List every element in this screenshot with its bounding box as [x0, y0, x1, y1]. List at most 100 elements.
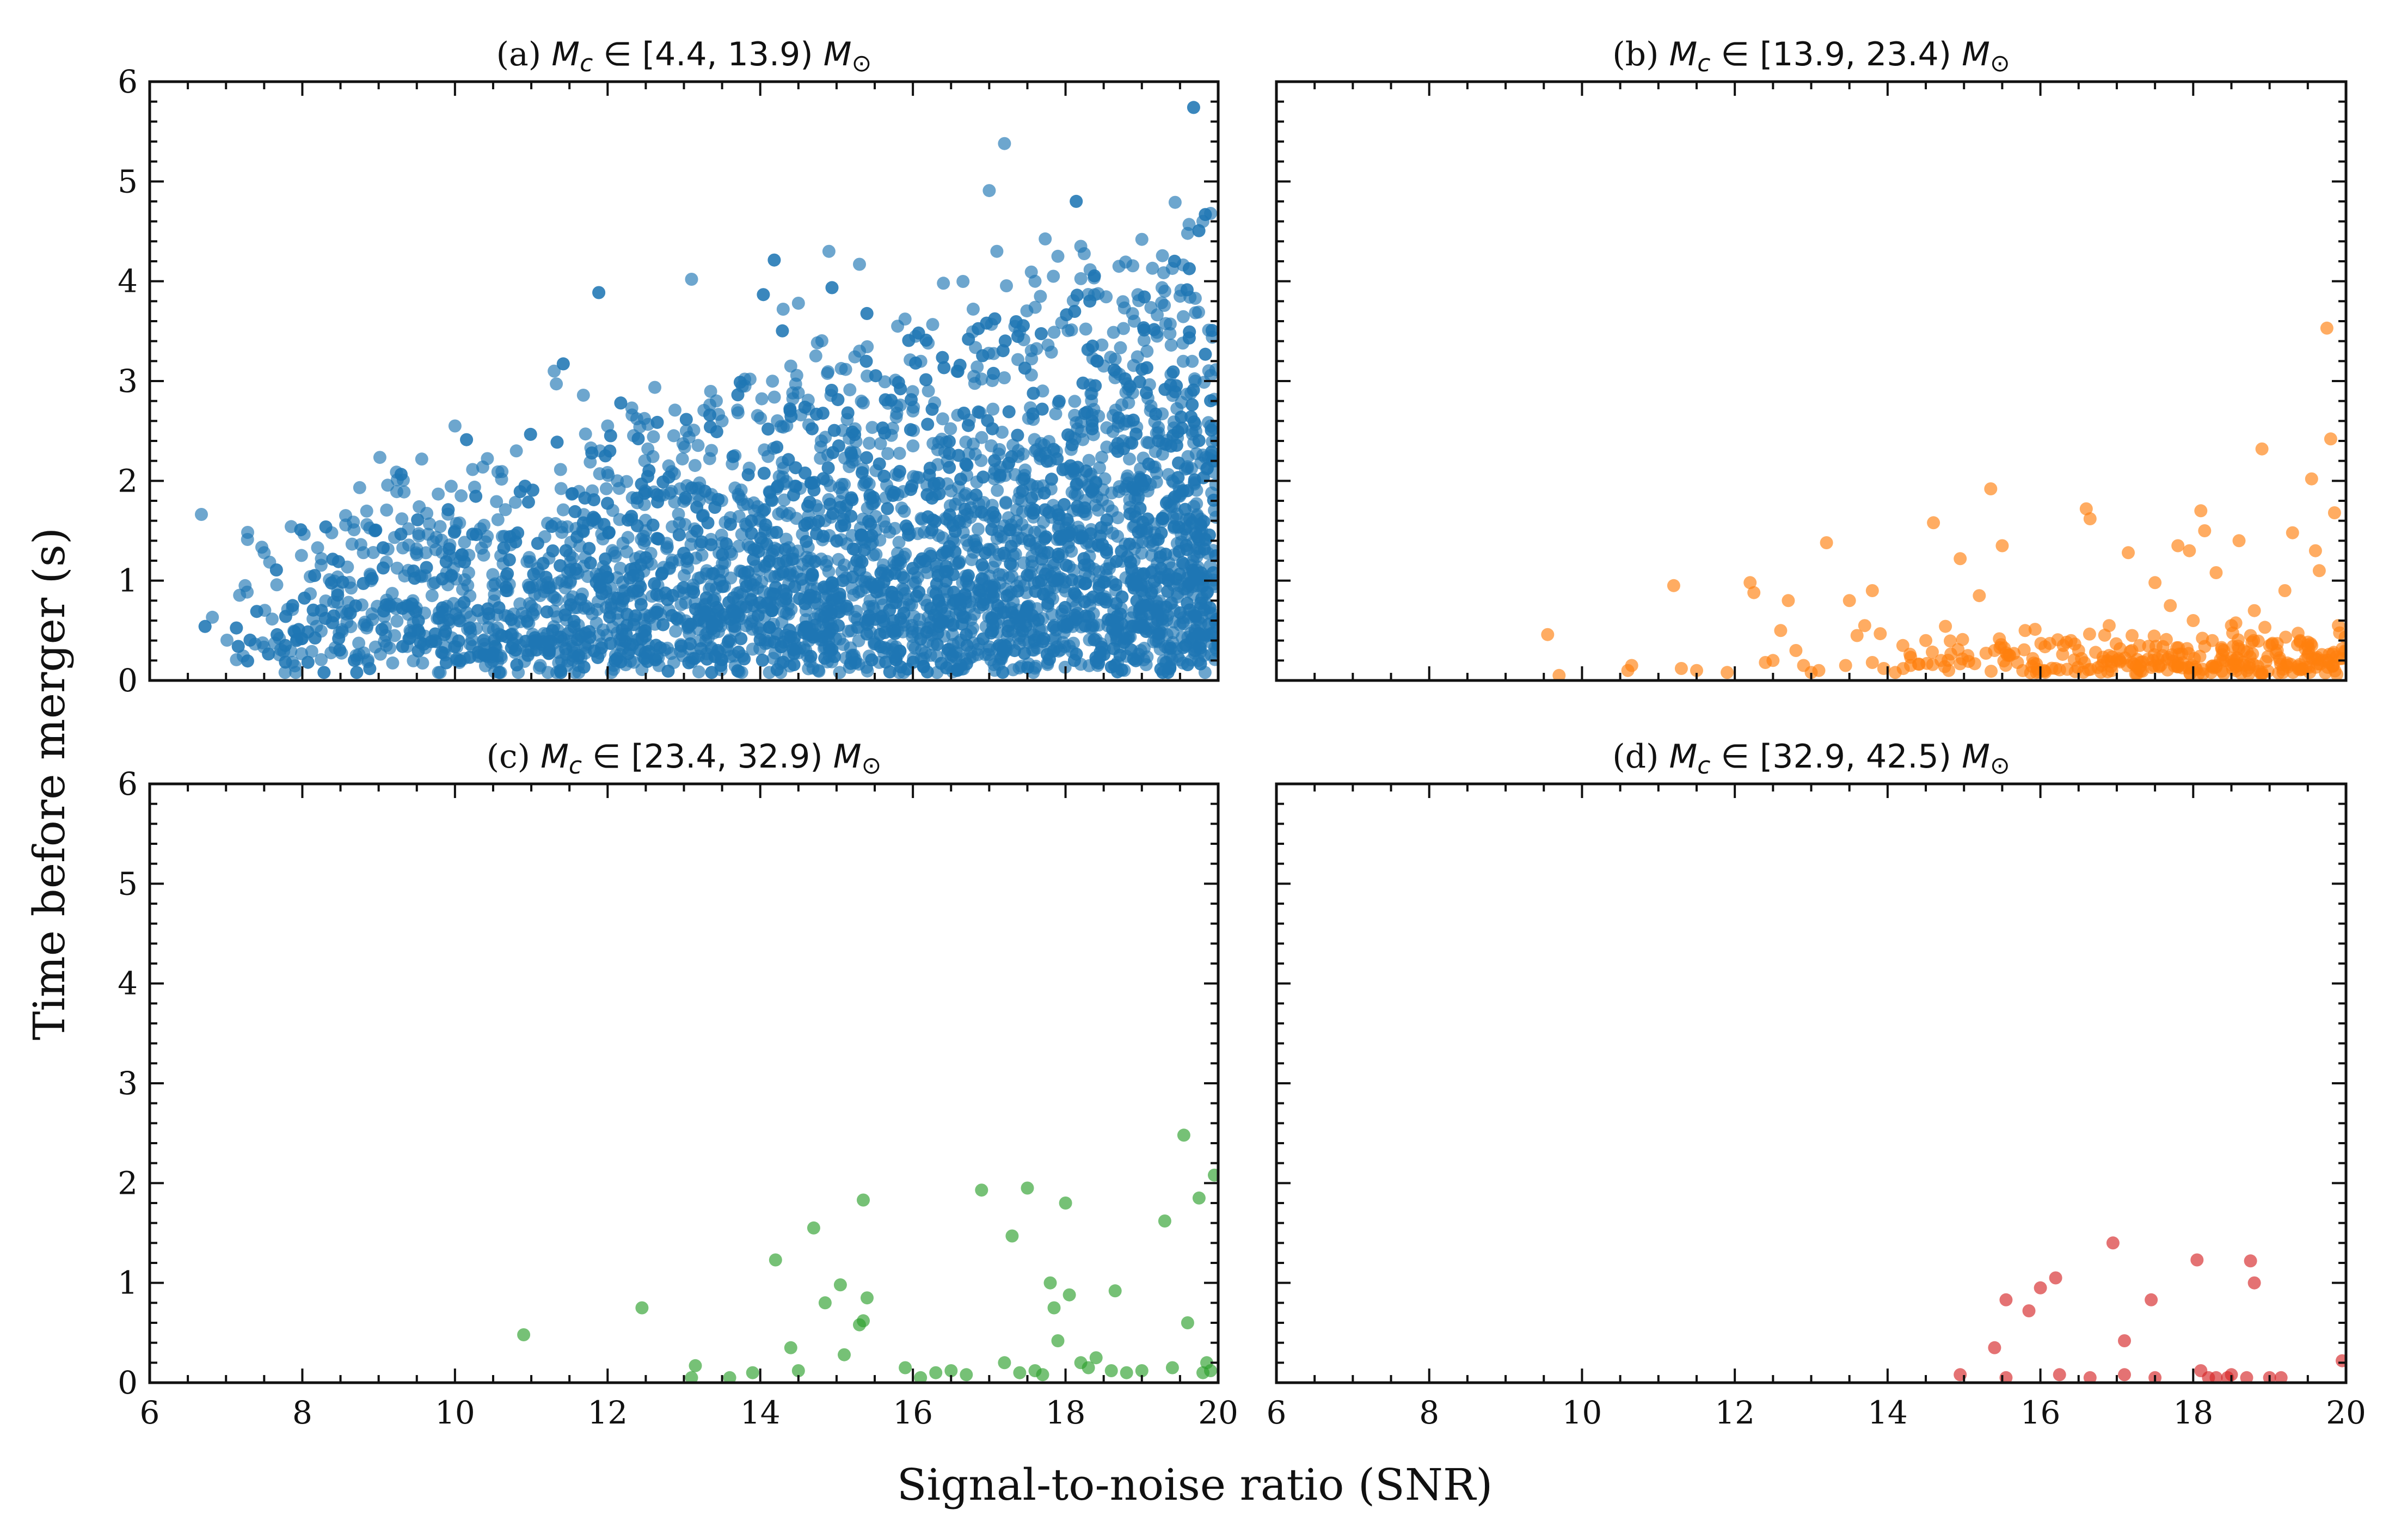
data-point: [429, 531, 443, 544]
data-point: [1541, 628, 1555, 641]
data-point: [435, 646, 449, 659]
data-point: [874, 437, 887, 450]
data-point: [723, 518, 737, 531]
data-point: [1927, 516, 1940, 530]
data-point: [1021, 1181, 1034, 1195]
data-point: [1100, 440, 1114, 454]
data-point: [1938, 660, 1951, 673]
data-point: [745, 514, 758, 527]
data-point: [2251, 634, 2265, 648]
data-point: [751, 409, 764, 422]
data-point: [545, 520, 558, 533]
data-point: [850, 604, 863, 618]
data-point: [376, 541, 390, 555]
data-point: [1051, 249, 1065, 263]
data-point: [1002, 405, 1016, 419]
data-point: [844, 446, 858, 460]
data-point: [822, 244, 836, 258]
data-point: [985, 523, 998, 536]
data-point: [1024, 265, 1038, 279]
data-point: [1111, 411, 1125, 425]
data-point: [1126, 307, 1139, 321]
data-point: [1743, 576, 1757, 590]
data-point: [1166, 365, 1180, 379]
data-point: [1180, 283, 1194, 297]
data-point: [1138, 641, 1151, 655]
data-point: [1065, 573, 1079, 587]
data-point: [353, 481, 366, 494]
data-point: [1984, 482, 1998, 495]
data-point: [808, 618, 822, 632]
data-point: [2286, 526, 2299, 539]
data-point: [897, 606, 911, 620]
data-point: [757, 467, 771, 480]
data-point: [550, 435, 564, 449]
data-point: [681, 561, 695, 575]
data-point: [343, 606, 357, 620]
data-point: [924, 549, 938, 563]
data-point: [2183, 667, 2197, 680]
data-point: [2156, 640, 2170, 653]
data-point: [2209, 566, 2223, 579]
data-point: [1116, 295, 1129, 309]
data-point: [1092, 580, 1106, 594]
data-point: [2132, 662, 2145, 676]
data-point: [255, 541, 268, 554]
data-point: [627, 584, 640, 598]
data-point: [368, 524, 382, 537]
data-point: [1107, 363, 1121, 377]
data-point: [403, 631, 416, 645]
data-point: [301, 655, 315, 669]
data-point: [779, 587, 793, 601]
data-point: [887, 486, 901, 499]
data-point: [1146, 261, 1159, 275]
data-point: [893, 446, 906, 460]
data-point: [651, 495, 665, 509]
data-point: [1092, 565, 1106, 579]
data-point: [1127, 413, 1140, 427]
data-point: [1108, 1284, 1122, 1298]
data-point: [1117, 442, 1131, 456]
data-point: [425, 589, 439, 603]
data-point: [379, 598, 393, 612]
data-point: [279, 610, 292, 623]
data-point: [1199, 208, 1212, 222]
panel-b: (b) Mc ∈ [13.9, 23.4) M⊙: [1275, 35, 2348, 682]
data-point: [294, 549, 308, 562]
data-point: [536, 557, 550, 570]
data-point: [1010, 514, 1023, 527]
data-point: [2083, 512, 2097, 525]
data-point: [711, 603, 725, 617]
data-point: [853, 345, 867, 358]
data-point: [977, 632, 990, 646]
data-point: [360, 504, 373, 518]
data-point: [2278, 584, 2292, 597]
data-point: [845, 491, 858, 505]
data-point: [1123, 507, 1137, 521]
data-point: [448, 419, 462, 433]
data-point: [687, 586, 701, 599]
data-point: [386, 656, 400, 670]
data-point: [2270, 637, 2284, 651]
data-point: [692, 665, 705, 679]
data-point: [620, 545, 634, 559]
data-point: [1178, 522, 1192, 536]
data-point: [1076, 433, 1090, 446]
data-point: [902, 334, 916, 347]
data-point: [2187, 614, 2200, 627]
data-point: [960, 1368, 973, 1382]
y-tick-label: 3: [118, 363, 138, 400]
data-point: [961, 569, 975, 582]
data-point: [1181, 450, 1195, 463]
data-point: [1058, 498, 1071, 511]
data-point: [2147, 629, 2161, 643]
data-point: [1100, 543, 1113, 556]
data-point: [439, 555, 453, 568]
data-point: [757, 288, 770, 302]
data-point: [1123, 555, 1137, 569]
data-point: [523, 597, 536, 610]
data-point: [690, 500, 704, 514]
data-point: [1071, 500, 1084, 513]
data-point: [1002, 456, 1016, 470]
data-point: [1093, 461, 1106, 475]
